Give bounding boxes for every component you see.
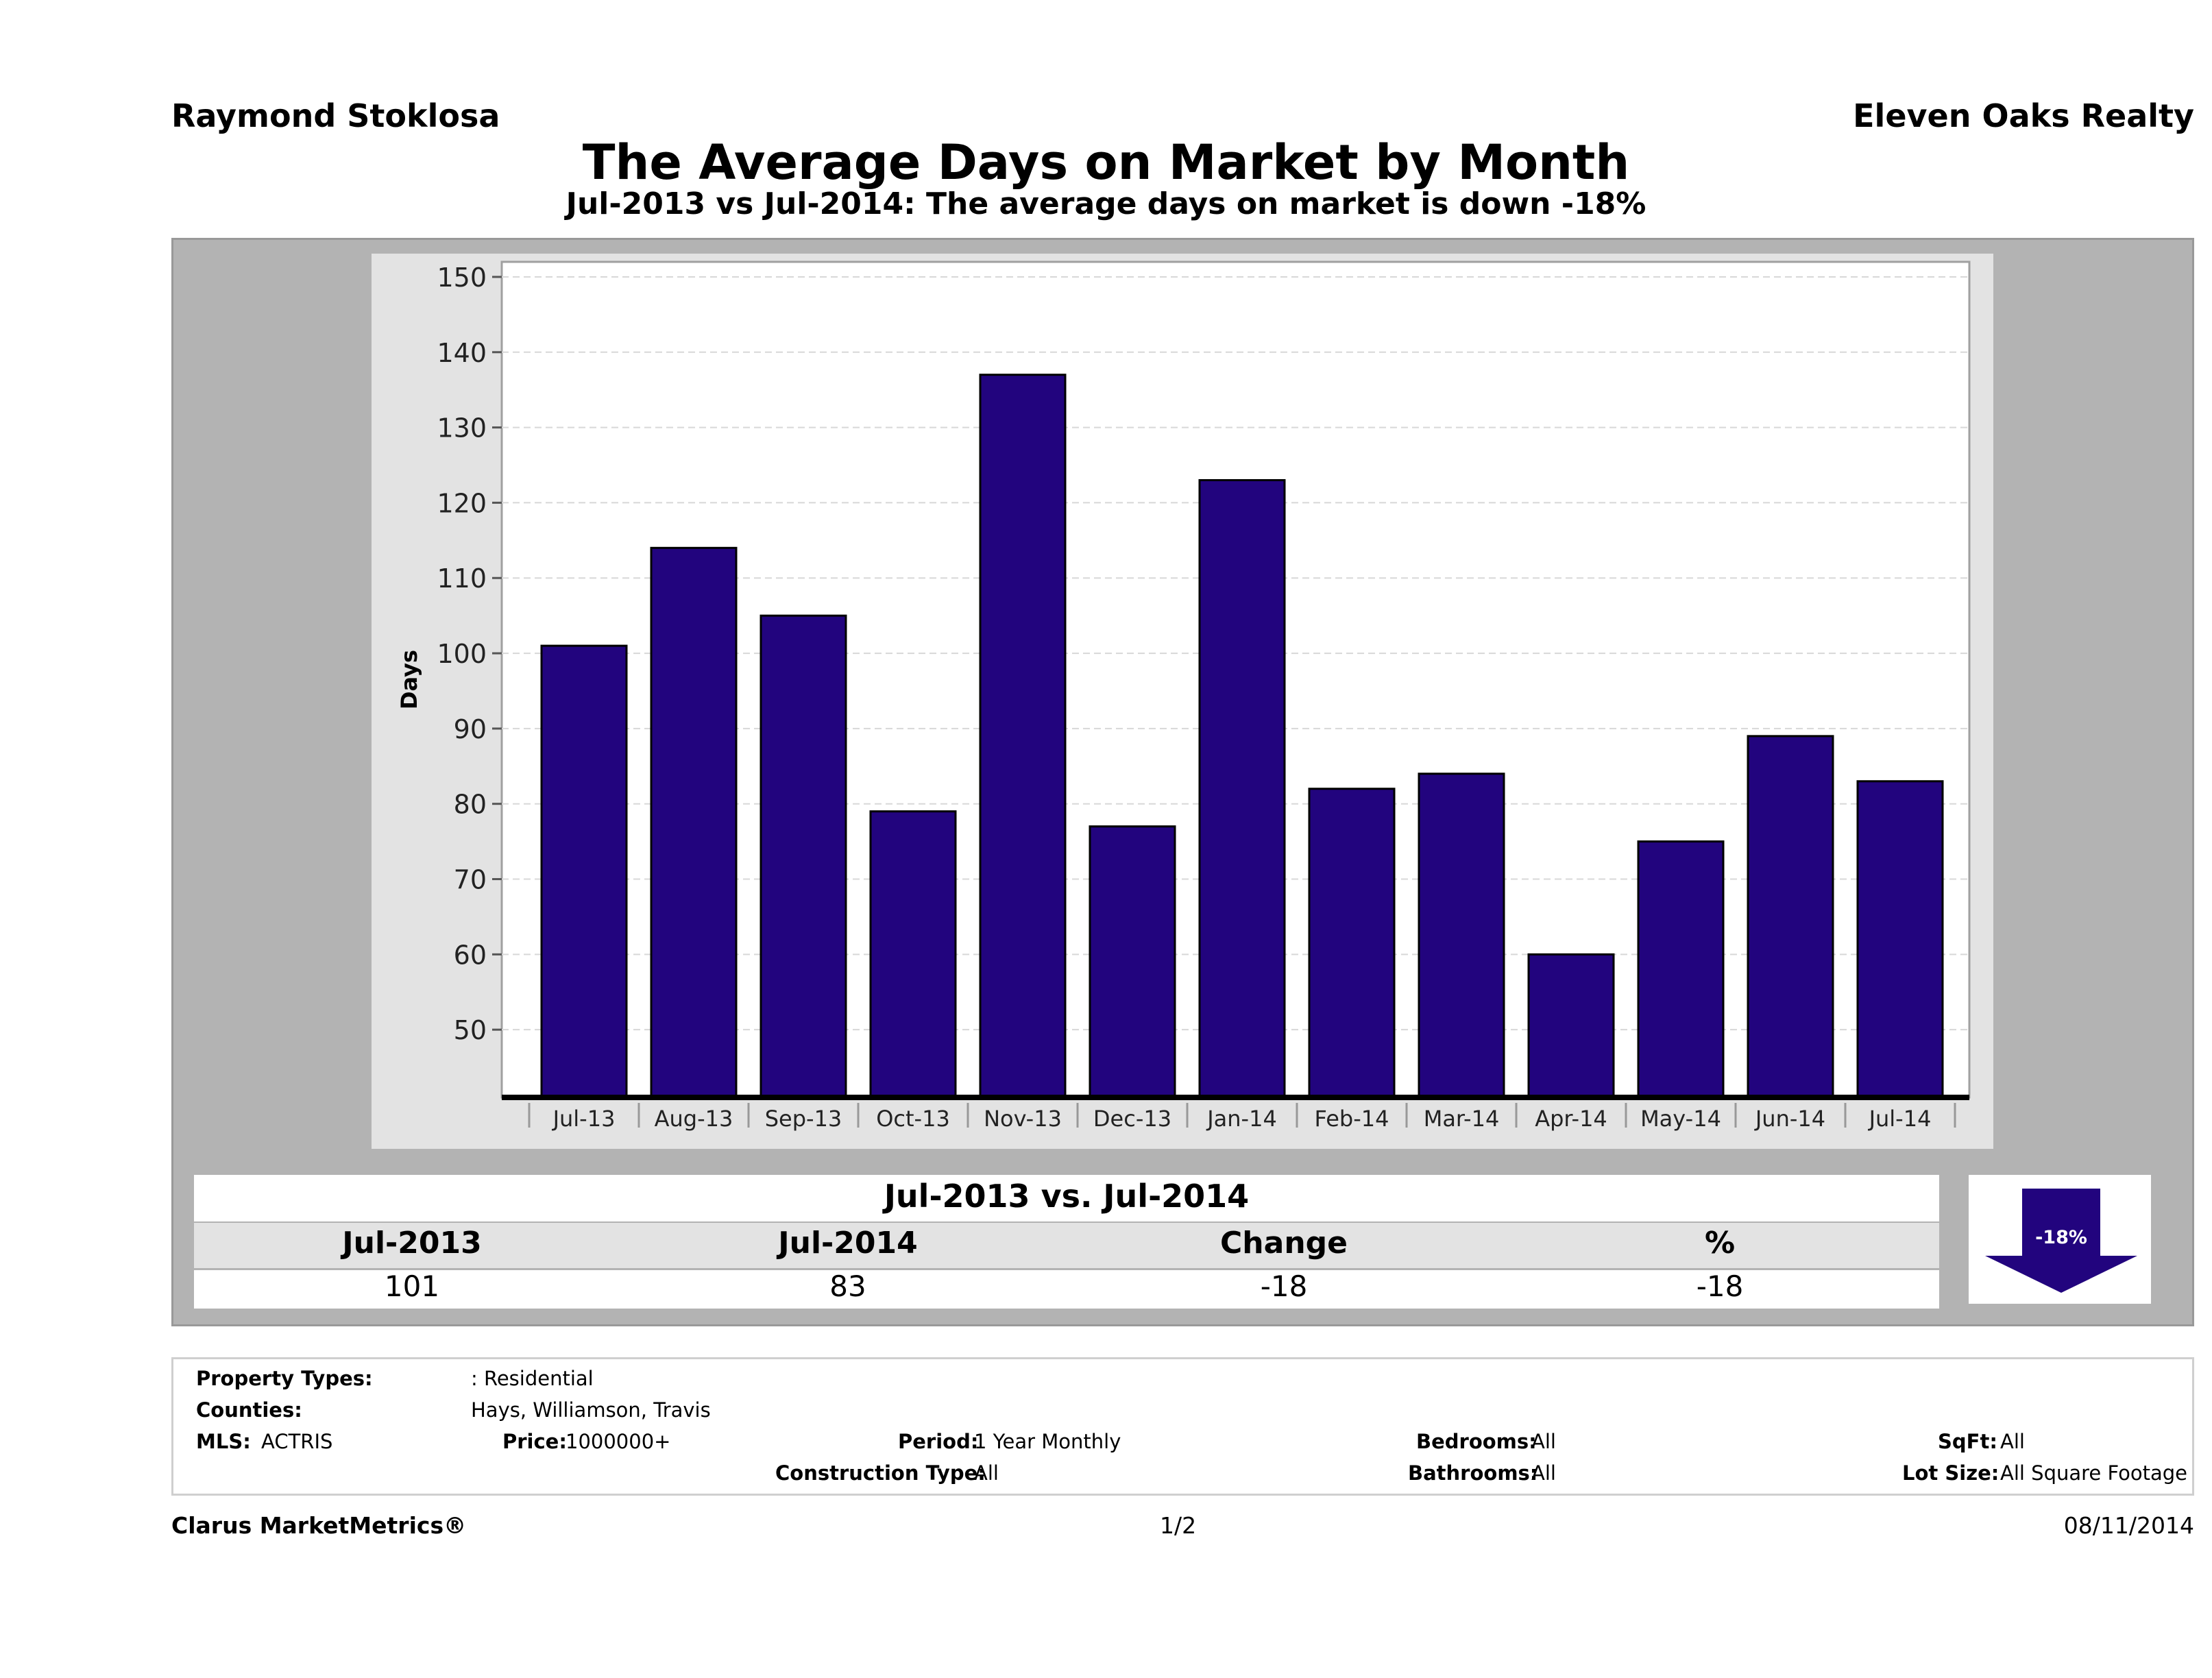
x-tick-label: Jan-14	[1206, 1106, 1277, 1132]
x-tick-label: Jul-14	[1868, 1106, 1932, 1132]
report-date: 08/11/2014	[2063, 1512, 2194, 1539]
summary-header: Jul-2013 vs. Jul-2014	[884, 1178, 1250, 1215]
page-number: 1/2	[1160, 1512, 1197, 1539]
bar-dec-13	[1089, 825, 1176, 1099]
y-tick-label: 90	[454, 714, 487, 744]
summary-label-change: Change	[1220, 1226, 1348, 1261]
x-tick-label: Nov-13	[984, 1106, 1062, 1132]
bar-jul-13	[540, 644, 628, 1099]
bar-feb-14	[1308, 788, 1396, 1099]
summary-label-row	[194, 1223, 1939, 1268]
chart-title: The Average Days on Market by Month	[582, 134, 1630, 191]
bathrooms-label: Bathrooms:	[1408, 1461, 1538, 1485]
summary-label-jul-2013: Jul-2013	[342, 1226, 482, 1261]
lot-size-label: Lot Size:	[1902, 1461, 2000, 1485]
bar-jan-14	[1198, 478, 1286, 1099]
bar-mar-14	[1418, 773, 1505, 1099]
summary-header-row	[194, 1175, 1939, 1221]
y-tick-label: 110	[437, 563, 487, 594]
summary-value-percent: -18	[1696, 1269, 1744, 1303]
company-name: Eleven Oaks Realty	[1853, 97, 2194, 134]
x-tick-label: Jun-14	[1754, 1106, 1825, 1132]
y-axis-label: Days	[396, 650, 422, 709]
lot-size-value: All Square Footage	[2000, 1461, 2188, 1485]
y-tick-label: 120	[437, 488, 487, 518]
y-tick-label: 100	[437, 639, 487, 669]
bar-jun-14	[1747, 735, 1834, 1099]
bedrooms-value: All	[1531, 1430, 1556, 1453]
trend-badge: -18%	[1969, 1175, 2151, 1304]
summary-value-row	[194, 1270, 1939, 1309]
x-tick-label: Jul-13	[552, 1106, 616, 1132]
x-tick-label: May-14	[1640, 1106, 1721, 1132]
bedrooms-label: Bedrooms:	[1416, 1430, 1537, 1453]
x-tick-label: Oct-13	[876, 1106, 950, 1132]
search-criteria-box	[171, 1357, 2194, 1496]
summary-label-jul-2014: Jul-2014	[778, 1226, 918, 1261]
y-tick-label: 150	[437, 263, 487, 293]
bar-sep-13	[759, 614, 847, 1099]
price-value: 1000000+	[566, 1430, 671, 1453]
down-arrow-icon: -18%	[1985, 1189, 2137, 1293]
property-types-label: Property Types:	[196, 1367, 373, 1390]
x-tick-label: Apr-14	[1535, 1106, 1607, 1132]
bar-apr-14	[1527, 953, 1615, 1099]
footer-brand: Clarus MarketMetrics®	[171, 1512, 467, 1539]
counties-value: Hays, Williamson, Travis	[471, 1398, 711, 1422]
x-tick-label: Sep-13	[765, 1106, 842, 1132]
y-tick-label: 80	[454, 790, 487, 820]
property-types-value: : Residential	[471, 1367, 594, 1390]
agent-name: Raymond Stoklosa	[171, 97, 500, 134]
trend-badge-label: -18%	[2035, 1227, 2087, 1248]
bar-aug-13	[650, 546, 738, 1099]
summary-value-change: -18	[1260, 1269, 1308, 1303]
mls-label: MLS:	[196, 1430, 251, 1453]
y-tick-label: 70	[454, 865, 487, 895]
construction-type-label: Construction Type:	[775, 1461, 986, 1485]
summary-value-jul-2014: 83	[829, 1269, 866, 1303]
period-value: 1 Year Monthly	[974, 1430, 1121, 1453]
x-tick-label: Dec-13	[1093, 1106, 1171, 1132]
period-label: Period:	[898, 1430, 979, 1453]
y-tick-label: 60	[454, 940, 487, 970]
bar-oct-13	[869, 810, 957, 1099]
bar-chart: 50 60 70 80 90 100 110 120 130 140 150 Days Jul-13 Au…	[396, 260, 1971, 1132]
sqft-label: SqFt:	[1938, 1430, 1997, 1453]
y-tick-label: 130	[437, 413, 487, 443]
bar-jul-14	[1856, 780, 1944, 1099]
counties-label: Counties:	[196, 1398, 302, 1422]
summary-label-percent: %	[1704, 1226, 1736, 1261]
mls-value: ACTRIS	[261, 1430, 333, 1453]
y-tick-label: 140	[437, 338, 487, 368]
y-tick-label: 50	[454, 1015, 487, 1045]
x-tick-label: Feb-14	[1315, 1106, 1389, 1132]
summary-value-jul-2013: 101	[384, 1269, 440, 1303]
bar-may-14	[1637, 840, 1725, 1099]
bathrooms-value: All	[1531, 1461, 1556, 1485]
x-tick-label: Mar-14	[1424, 1106, 1500, 1132]
x-tick-label: Aug-13	[655, 1106, 733, 1132]
construction-type-value: All	[974, 1461, 999, 1485]
chart-subtitle: Jul-2013 vs Jul-2014: The average days o…	[566, 186, 1646, 221]
sqft-value: All	[2000, 1430, 2025, 1453]
price-label: Price:	[502, 1430, 567, 1453]
bar-nov-13	[979, 374, 1067, 1099]
